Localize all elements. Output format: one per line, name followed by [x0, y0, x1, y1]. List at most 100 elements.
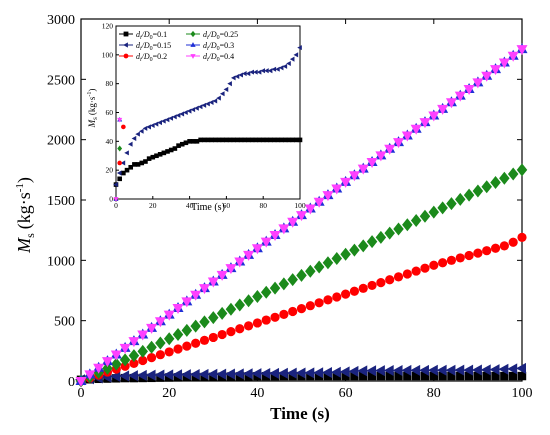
main-data-point	[401, 364, 412, 376]
main-data-point	[508, 237, 518, 247]
main-data-point	[437, 104, 449, 115]
main-data-point	[419, 209, 431, 223]
main-data-point	[385, 275, 395, 285]
main-data-point	[243, 294, 254, 308]
inset-data-point	[132, 162, 137, 167]
main-data-point	[473, 371, 483, 381]
main-data-point	[111, 357, 122, 371]
inset-data-point	[150, 154, 156, 160]
inset-data-point	[168, 147, 174, 153]
main-data-point	[84, 370, 96, 381]
main-x-tick-label: 0	[78, 386, 85, 401]
main-data-point	[489, 364, 500, 376]
inset-data-point	[205, 101, 210, 107]
main-data-point	[216, 270, 228, 281]
main-data-point	[437, 201, 448, 215]
inset-x-axis-label: Time (s)	[191, 202, 225, 213]
main-data-point	[163, 332, 175, 346]
main-data-point	[225, 264, 237, 275]
main-data-point	[464, 250, 474, 261]
main-data-point	[234, 257, 246, 268]
main-data-point	[410, 214, 422, 228]
main-data-point	[145, 369, 156, 381]
inset-data-point	[220, 137, 226, 143]
main-data-point	[110, 370, 121, 382]
main-y-label-unit: (kg·s	[14, 192, 35, 229]
inset-data-point	[212, 98, 218, 104]
main-data-point	[234, 298, 246, 312]
main-data-point	[384, 226, 395, 240]
inset-data-point	[242, 137, 248, 143]
inset-data-point	[246, 137, 251, 143]
main-data-point	[235, 324, 245, 334]
main-data-point	[349, 286, 360, 296]
main-data-point	[341, 371, 350, 381]
main-data-point	[242, 368, 253, 380]
main-data-point	[277, 367, 288, 379]
inset-data-point	[223, 86, 229, 92]
inset-data-point	[234, 73, 240, 79]
main-data-point	[376, 278, 386, 288]
inset-data-point	[194, 139, 200, 144]
main-data-point	[349, 243, 360, 257]
main-data-point	[445, 364, 456, 376]
inset-y-tick-label: 100	[102, 50, 114, 59]
main-data-point	[517, 232, 527, 243]
main-data-point	[217, 329, 227, 340]
main-data-point	[252, 318, 262, 328]
legend-label: di/D0=0.2	[136, 52, 167, 63]
main-y-tick-label: 2000	[47, 134, 75, 149]
legend-label-part: =0.3	[220, 41, 235, 50]
main-data-point	[189, 368, 200, 380]
main-data-point	[445, 98, 457, 109]
main-data-point	[119, 343, 131, 354]
inset-data-point	[113, 182, 118, 188]
main-data-point	[224, 368, 235, 380]
main-data-point	[332, 371, 341, 381]
main-data-point	[287, 217, 299, 228]
main-data-point	[384, 144, 396, 155]
inset-y-tick-label: 20	[106, 166, 114, 175]
main-data-point	[375, 151, 387, 162]
inset-data-point	[176, 143, 181, 148]
main-data-point	[348, 365, 359, 377]
main-y-label-unit-sup: -1	[14, 183, 26, 192]
main-data-point	[463, 364, 474, 376]
main-data-point	[472, 184, 484, 198]
main-data-point	[498, 363, 509, 375]
inset-data-point	[157, 152, 163, 157]
inset-data-point	[253, 137, 259, 143]
main-data-point	[358, 283, 368, 293]
main-data-point	[304, 204, 316, 215]
inset-data-point	[231, 75, 236, 81]
legend-marker	[123, 53, 129, 59]
main-data-point	[500, 371, 509, 381]
main-data-point	[490, 176, 501, 190]
main-data-point	[226, 327, 236, 337]
main-data-point	[420, 263, 430, 273]
main-data-point	[295, 367, 306, 379]
inset-data-point	[257, 137, 262, 143]
inset-data-point	[186, 108, 192, 114]
main-data-point	[321, 367, 332, 379]
inset-data-point	[253, 69, 258, 75]
main-data-point	[216, 368, 227, 380]
inset-data-point	[242, 71, 247, 77]
main-data-point	[270, 312, 280, 322]
inset-legend-item: di/D0=0.4	[186, 52, 234, 63]
inset-data-point	[249, 137, 255, 143]
inset-data-point	[202, 137, 207, 143]
inset-data-point	[198, 137, 203, 143]
main-data-point	[438, 258, 448, 268]
legend-label-part: 0	[217, 57, 220, 63]
inset-data-point	[227, 137, 233, 143]
main-series-1	[75, 362, 526, 386]
inset-data-point	[267, 68, 273, 74]
main-data-point	[385, 371, 394, 381]
main-data-point	[313, 260, 325, 274]
inset-data-point	[209, 137, 214, 143]
inset-y-tick-label: 120	[102, 22, 114, 31]
main-x-tick-label: 60	[339, 386, 353, 401]
main-data-point	[154, 317, 166, 328]
